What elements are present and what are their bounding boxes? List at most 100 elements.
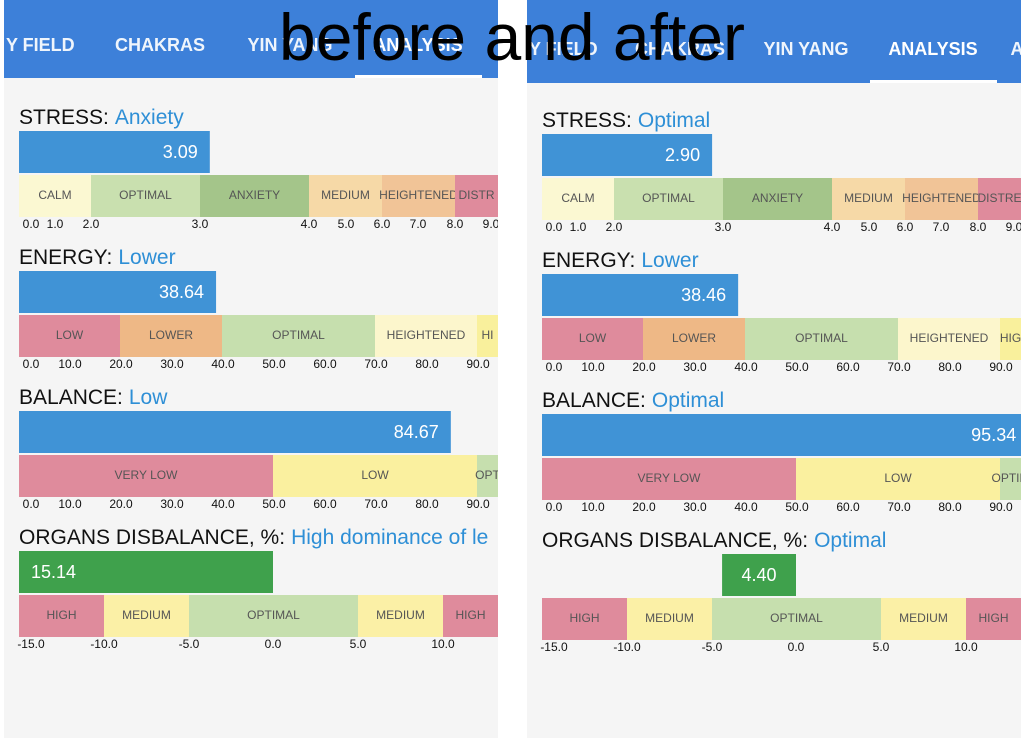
range-label: HEIGHTENED [902,191,981,205]
axis-tick-label: 10.0 [581,500,605,514]
axis-tick-label: 6.0 [897,220,914,234]
tab[interactable]: CHAKRAS [115,35,205,55]
axis-tick-label: 3.0 [715,220,732,234]
range-label: VERY LOW [115,468,179,482]
metric-label: ENERGY: [19,246,112,269]
tab[interactable]: CHAKRAS [635,39,725,59]
range-band [898,318,1000,360]
axis-tick-label: 10.0 [581,360,605,374]
range-label: LOWER [149,328,193,342]
tab[interactable]: Y FIELD [6,35,75,55]
axis-tick-label: 8.0 [970,220,987,234]
range-label: DISTR [459,188,495,202]
value-bar [19,131,210,173]
range-label: OPT [475,468,498,482]
axis-tick-label: 0.0 [23,357,40,371]
range-band [542,598,627,640]
axis-tick-label: 0.0 [546,360,563,374]
axis-tick-label: -5.0 [179,637,200,651]
range-band [832,178,905,220]
range-label: CALM [38,188,71,202]
axis-tick-label: 5.0 [338,217,355,231]
value-label: 38.46 [681,285,726,305]
tab[interactable]: Y FIELD [529,39,598,59]
value-label: 3.09 [163,142,198,162]
range-label: LOW [56,328,84,342]
tab[interactable]: YIN YANG [763,39,848,59]
axis-tick-label: 8.0 [447,217,464,231]
range-label: OPTIMAL [795,331,848,345]
range-label: CALM [561,191,594,205]
metric-heading: ORGANS DISBALANCE, %: Optimal [542,529,886,552]
axis-tick-label: 1.0 [47,217,64,231]
range-band [542,318,643,360]
axis-tick-label: 80.0 [415,497,439,511]
tab[interactable]: ANALYSIS [373,35,462,55]
axis-tick-label: 30.0 [683,500,707,514]
app-header [527,0,1021,83]
range-label: MEDIUM [899,611,948,625]
range-band [966,598,1021,640]
axis-tick-label: 7.0 [933,220,950,234]
axis-tick-label: 40.0 [734,360,758,374]
axis-tick-label: 9.0 [483,217,498,231]
axis-tick-label: 60.0 [836,360,860,374]
axis-tick-label: 4.0 [301,217,318,231]
range-band [1000,318,1021,360]
range-label: OPTIM [992,471,1022,485]
range-band [627,598,712,640]
axis-tick-label: 90.0 [466,357,490,371]
axis-tick-label: 40.0 [211,497,235,511]
range-band [273,455,477,497]
axis-tick-label: 0.0 [546,220,563,234]
metric-label: BALANCE: [542,389,646,412]
range-label: OPTIMAL [119,188,172,202]
metric-label: ORGANS DISBALANCE, %: [19,526,285,549]
axis-tick-label: 90.0 [989,500,1013,514]
value-label: 38.64 [159,282,204,302]
range-label: LOWER [672,331,716,345]
axis-tick-label: 4.0 [824,220,841,234]
range-band [614,178,723,220]
axis-tick-label: 9.0 [1006,220,1021,234]
range-label: MEDIUM [645,611,694,625]
axis-tick-label: 30.0 [683,360,707,374]
range-label: DISTRE [977,191,1021,205]
range-band [19,175,91,217]
metric-label: BALANCE: [19,386,123,409]
range-label: HIGH [570,611,600,625]
metric-heading: BALANCE: Optimal [542,389,724,412]
active-tab-indicator [355,75,482,78]
axis-tick-label: 10.0 [431,637,455,651]
tab[interactable]: YIN YANG [247,35,332,55]
axis-tick-label: 0.0 [265,637,282,651]
range-band [222,315,375,357]
metric-heading: BALANCE: Low [19,386,168,409]
metric-status: Low [129,386,168,409]
axis-tick-label: -10.0 [90,637,118,651]
axis-tick-label: -5.0 [702,640,723,654]
range-label: HIG [1000,331,1021,345]
axis-tick-label: 20.0 [109,357,133,371]
tab[interactable]: ANALYSIS [888,39,977,59]
axis-tick-label: -15.0 [540,640,568,654]
range-band [309,175,382,217]
axis-tick-label: 50.0 [785,360,809,374]
range-label: HIGH [47,608,77,622]
value-label: 2.90 [665,145,700,165]
axis-tick-label: 70.0 [364,357,388,371]
range-label: HEIGHTENED [910,331,989,345]
axis-tick-label: 1.0 [570,220,587,234]
axis-tick-label: 6.0 [374,217,391,231]
range-label: OPTIMAL [247,608,300,622]
axis-tick-label: 5.0 [873,640,890,654]
axis-tick-label: 20.0 [632,360,656,374]
range-label: LOW [579,331,607,345]
range-band [19,315,120,357]
tab[interactable]: A [1011,39,1022,59]
range-label: OPTIMAL [770,611,823,625]
range-band [477,455,498,497]
value-label: 95.34 [971,425,1016,445]
range-label: MEDIUM [376,608,425,622]
